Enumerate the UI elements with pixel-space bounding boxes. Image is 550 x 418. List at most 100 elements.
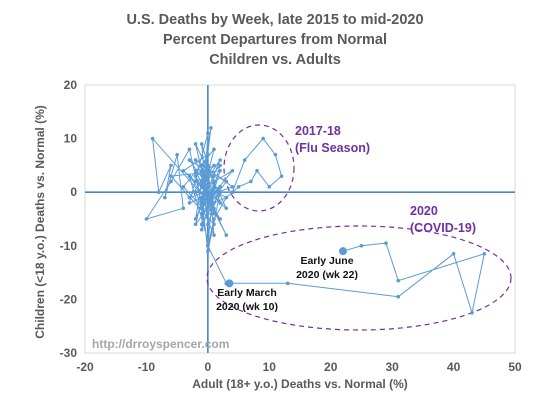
data-point [451, 252, 456, 256]
highlighted-point [339, 247, 347, 256]
data-point [209, 201, 213, 205]
data-point [218, 185, 222, 189]
y-axis-title: Children (<18 y.o.) Deaths vs. Normal (%… [33, 105, 47, 339]
data-point [255, 168, 259, 173]
data-point [187, 195, 192, 200]
data-point [206, 195, 210, 200]
data-point [218, 168, 222, 173]
data-point [224, 206, 229, 211]
data-point [273, 152, 278, 157]
data-point [206, 163, 210, 168]
data-point [230, 168, 235, 173]
data-point [206, 249, 210, 253]
annotation-flu-season: (Flu Season) [295, 141, 370, 155]
data-point [199, 142, 204, 146]
data-point [212, 174, 216, 178]
series-line [145, 127, 485, 315]
data-point [212, 163, 216, 168]
x-axis-title: Adult (18+ y.o.) Deaths vs. Normal (%) [192, 377, 408, 391]
data-point [206, 131, 210, 136]
data-point [212, 222, 216, 227]
x-tick-label: 10 [263, 360, 277, 374]
data-point [181, 185, 186, 189]
covid-ellipse [206, 225, 512, 331]
y-ticks: -30 -20 -10 0 10 20 [60, 78, 78, 360]
data-point [193, 168, 198, 173]
data-point [199, 206, 204, 211]
data-point [199, 222, 204, 227]
data-point [199, 201, 204, 205]
data-point [181, 168, 186, 173]
data-point [224, 195, 229, 200]
data-point [285, 281, 290, 286]
data-point [169, 179, 173, 184]
x-tick-label: -10 [138, 360, 156, 374]
data-point [218, 201, 222, 205]
data-point [163, 195, 167, 200]
data-point [206, 244, 210, 248]
data-point [193, 158, 198, 162]
data-point [187, 174, 192, 178]
annotation-flu-year: 2017-18 [295, 124, 341, 138]
annotation-early-march: Early March [217, 287, 277, 299]
data-point [209, 126, 213, 130]
data-point [224, 233, 229, 237]
data-point [218, 158, 222, 162]
data-point [212, 185, 216, 189]
data-point [212, 206, 216, 211]
highlighted-point [225, 279, 234, 288]
data-point [279, 174, 284, 178]
data-point [187, 147, 192, 152]
data-point [150, 136, 155, 141]
data-point [212, 147, 216, 152]
data-point [187, 201, 192, 205]
annotation-covid-year: 2020 [410, 204, 438, 218]
data-point [218, 190, 222, 194]
data-point [224, 179, 229, 184]
data-point [218, 217, 222, 221]
data-point [249, 179, 253, 184]
x-tick-label: 30 [385, 360, 399, 374]
data-point [206, 238, 210, 243]
data-point [199, 185, 204, 189]
data-point [212, 233, 216, 237]
flu-season-ellipse [223, 124, 295, 212]
data-point [193, 222, 198, 227]
data-point [206, 222, 210, 227]
data-point [199, 227, 204, 232]
data-point [267, 185, 272, 189]
data-point [199, 195, 204, 200]
x-tick-label: 20 [324, 360, 338, 374]
data-point [144, 217, 149, 221]
data-point [242, 158, 247, 162]
data-point [169, 163, 173, 168]
data-point [212, 201, 216, 205]
data-point [206, 206, 210, 211]
chart-title-line-1: U.S. Deaths by Week, late 2015 to mid-20… [126, 12, 423, 28]
data-point [199, 211, 204, 216]
data-point [156, 190, 161, 194]
annotation-covid: (COVID-19) [410, 221, 476, 235]
y-tick-label: 10 [64, 132, 78, 146]
data-point [193, 142, 198, 146]
data-point [193, 179, 198, 184]
data-point [206, 152, 210, 157]
plot-area [84, 84, 516, 354]
data-point [206, 190, 210, 194]
data-point [175, 152, 179, 157]
annotation-early-june: Early June [300, 255, 353, 267]
data-point [187, 158, 192, 162]
y-tick-label: 0 [70, 185, 77, 199]
annotation-march-week: 2020 (wk 10) [216, 301, 278, 313]
watermark: http://drroyspencer.com [92, 337, 229, 351]
y-tick-label: -10 [60, 239, 78, 253]
y-tick-label: -20 [60, 292, 78, 306]
data-point [212, 217, 216, 221]
data-point [261, 136, 265, 141]
data-point [206, 174, 210, 178]
data-point [230, 190, 235, 194]
data-point [199, 179, 204, 184]
data-point [199, 168, 204, 173]
data-point [199, 163, 204, 168]
